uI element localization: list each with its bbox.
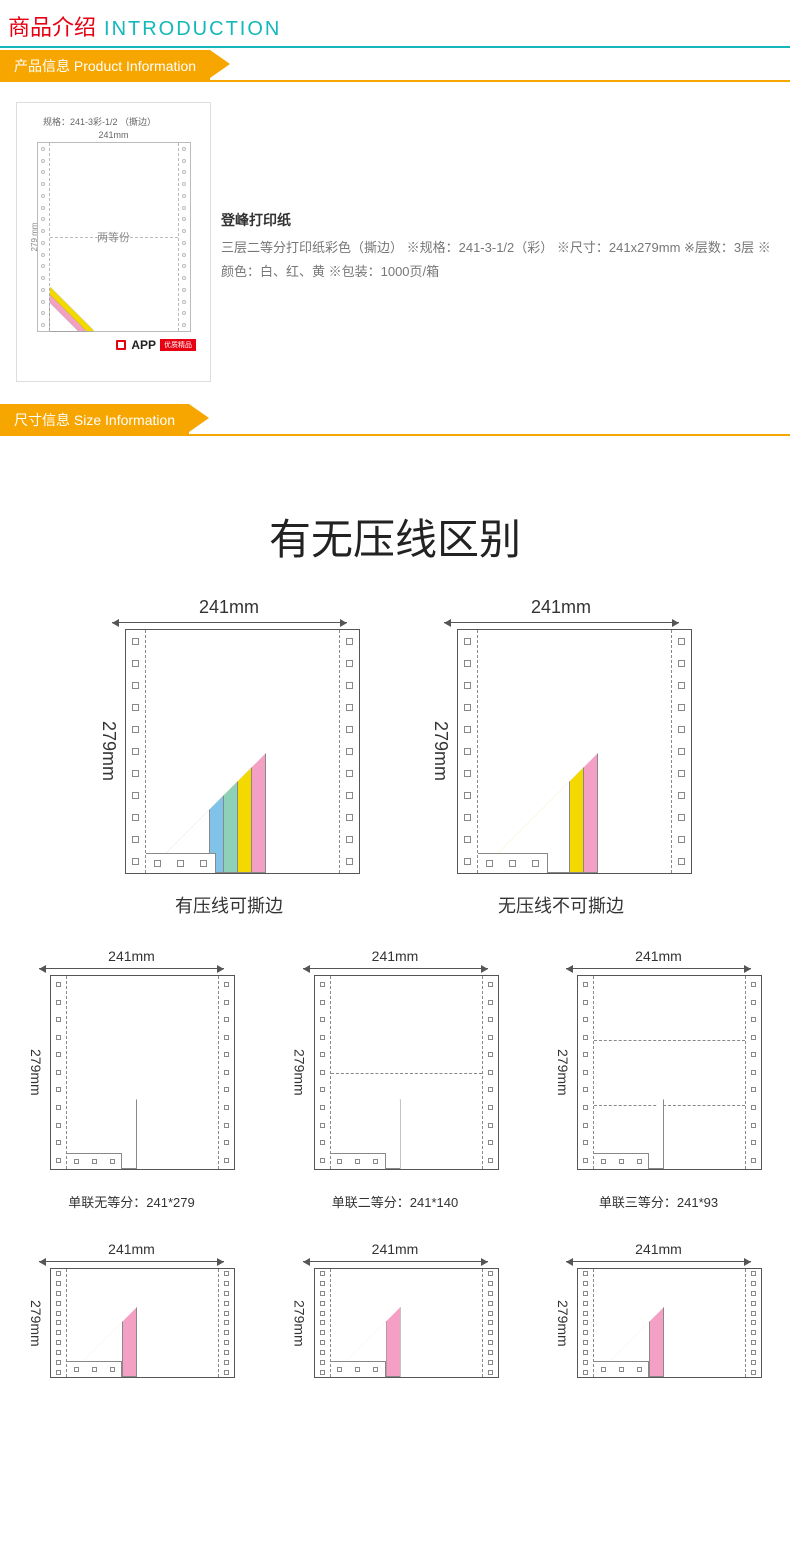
- dim-height: 279mm: [28, 1300, 44, 1347]
- caption: 单联无等分：241*279: [68, 1192, 194, 1211]
- perf-left: [458, 630, 478, 873]
- diagram-non-tearable: 241mm 279mm 无压线不可撕边: [430, 597, 692, 918]
- header-cn: 商品介绍: [8, 10, 96, 42]
- diagram-small: 241mm 279mm: [555, 1241, 762, 1378]
- dim-width: 241mm: [199, 597, 259, 618]
- diagram-small: 241mm 279mm 单联无等分：241*279: [28, 948, 235, 1211]
- sheet-a: [125, 629, 360, 874]
- thumb-width-label: 241mm: [25, 130, 202, 140]
- perf-left: [126, 630, 146, 873]
- dim-width: 241mm: [108, 1241, 155, 1257]
- caption-b: 无压线不可撕边: [498, 892, 624, 918]
- sheet-b: [457, 629, 692, 874]
- ribbon-label: 产品信息 Product Information: [0, 50, 210, 82]
- perf-right: [339, 630, 359, 873]
- diagram-row-small-1: 241mm 279mm 单联无等分：241*279 241mm 279mm 单联二等分：2…: [0, 948, 790, 1241]
- sheet: [314, 975, 499, 1170]
- thumb-logo-text: APP: [131, 338, 156, 352]
- sheet: [50, 1268, 235, 1378]
- product-body: 三层二等分打印纸彩色（撕边） ※规格：241-3-1/2（彩） ※尺寸：241x…: [221, 236, 774, 285]
- dim-width: 241mm: [635, 948, 682, 964]
- sheet: [314, 1268, 499, 1378]
- fold-strip: [478, 853, 548, 873]
- product-row: 规格：241-3彩-1/2 （撕边） 241mm 279 mm 两等份 APP …: [0, 82, 790, 402]
- thumb-logo-tag: 优质精品: [160, 339, 196, 351]
- dim-height: 279mm: [98, 721, 119, 781]
- dim-height: 279mm: [292, 1049, 308, 1096]
- sheet: [50, 975, 235, 1170]
- ribbon-product-info: 产品信息 Product Information: [0, 48, 790, 82]
- caption: 单联二等分：241*140: [332, 1192, 458, 1211]
- dim-width: 241mm: [372, 1241, 419, 1257]
- dim-height: 279mm: [555, 1300, 571, 1347]
- thumb-holes-right: [178, 143, 190, 331]
- caption-a: 有压线可撕边: [175, 892, 283, 918]
- thumb-center-text: 两等份: [97, 229, 130, 245]
- caption: 单联三等分：241*93: [599, 1192, 718, 1211]
- product-description: 登峰打印纸 三层二等分打印纸彩色（撕边） ※规格：241-3-1/2（彩） ※尺…: [221, 102, 774, 382]
- diagram-tearable: 241mm 279mm 有压线可撕边: [98, 597, 360, 918]
- dim-height: 279mm: [555, 1049, 571, 1096]
- fold-strip: [146, 853, 216, 873]
- dim-width: 241mm: [108, 948, 155, 964]
- section-header: 商品介绍 INTRODUCTION: [0, 0, 790, 48]
- dim-width: 241mm: [635, 1241, 682, 1257]
- dim-height: 279mm: [430, 721, 451, 781]
- ribbon-size-info: 尺寸信息 Size Information: [0, 402, 790, 436]
- ribbon-label: 尺寸信息 Size Information: [0, 404, 189, 436]
- sheet: [577, 975, 762, 1170]
- diagram-small: 241mm 279mm 单联二等分：241*140: [292, 948, 499, 1211]
- big-title: 有无压线区别: [0, 436, 790, 597]
- diagram-row-small-2: 241mm 279mm 241mm 279mm 241mm 279mm: [0, 1241, 790, 1378]
- diagram-small: 241mm 279mm: [28, 1241, 235, 1378]
- app-logo-icon: [115, 339, 127, 351]
- dim-height: 279mm: [292, 1300, 308, 1347]
- thumb-fold: [50, 285, 96, 331]
- dim-width: 241mm: [531, 597, 591, 618]
- product-thumbnail: 规格：241-3彩-1/2 （撕边） 241mm 279 mm 两等份 APP …: [16, 102, 211, 382]
- thumb-logo-row: APP 优质精品: [25, 338, 202, 352]
- header-en: INTRODUCTION: [104, 18, 281, 41]
- product-title: 登峰打印纸: [221, 207, 774, 234]
- perf-right: [671, 630, 691, 873]
- thumb-paper: 279 mm 两等份: [37, 142, 191, 332]
- diagram-small: 241mm 279mm 单联三等分：241*93: [555, 948, 762, 1211]
- thumb-holes-left: [38, 143, 50, 331]
- diagram-small: 241mm 279mm: [292, 1241, 499, 1378]
- thumb-spec: 规格：241-3彩-1/2 （撕边）: [43, 115, 202, 128]
- dim-width: 241mm: [372, 948, 419, 964]
- sheet: [577, 1268, 762, 1378]
- diagram-row-large: 241mm 279mm 有压线可撕边 241mm 279mm 无压线不可撕边: [0, 597, 790, 948]
- dim-height: 279mm: [28, 1049, 44, 1096]
